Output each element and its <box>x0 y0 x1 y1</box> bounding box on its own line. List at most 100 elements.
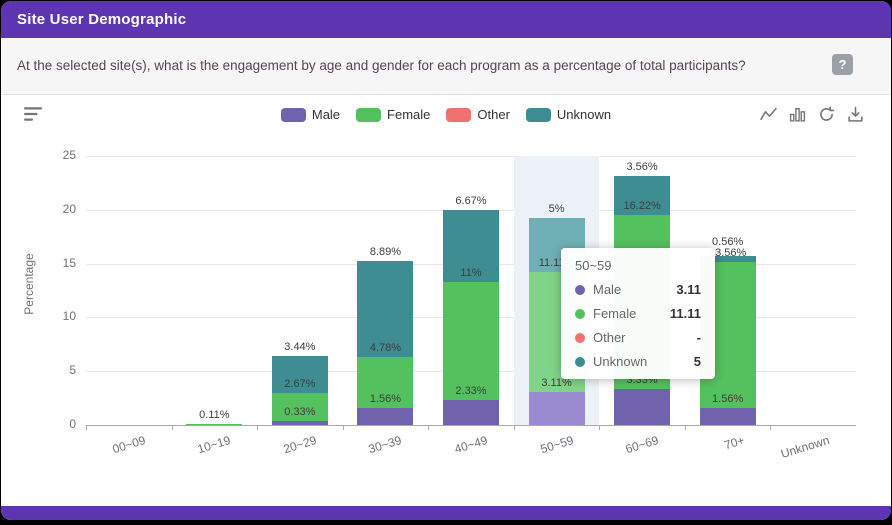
bar-label: 3.11% <box>541 376 572 389</box>
chart-area: Male Female Other Unknown <box>1 95 891 505</box>
question-text: At the selected site(s), what is the eng… <box>17 57 746 73</box>
y-tick-label: 15 <box>62 255 76 270</box>
legend-item-male[interactable]: Male <box>280 107 341 122</box>
bar-segment[interactable] <box>271 392 328 422</box>
legend-item-female[interactable]: Female <box>356 107 430 122</box>
bar-label: 2.33% <box>455 384 487 397</box>
legend-label: Male <box>311 107 341 122</box>
download-button[interactable] <box>845 104 865 124</box>
x-tick-label: 00~09 <box>110 433 147 457</box>
tooltip-row: Unknown 5 <box>575 354 701 369</box>
bar-label: 6.67% <box>455 194 487 207</box>
tooltip-series-value: 3.11 <box>676 282 701 297</box>
legend-item-unknown[interactable]: Unknown <box>525 107 612 122</box>
x-tick-label: 30~39 <box>367 433 404 457</box>
x-tick-mark <box>684 425 686 430</box>
x-tick-label: 60~69 <box>623 433 661 457</box>
bar-segment[interactable] <box>443 281 499 400</box>
x-tick-label: 50~59 <box>538 433 575 457</box>
x-tick-mark <box>86 425 87 430</box>
series-dot <box>575 308 585 319</box>
help-icon[interactable]: ? <box>832 54 853 75</box>
bar-label: 2.67% <box>284 377 316 390</box>
refresh-icon <box>819 105 834 121</box>
bar-segment[interactable] <box>357 408 414 425</box>
page-title: Site User Demographic <box>17 11 187 28</box>
bar-chart-button[interactable] <box>787 104 807 124</box>
y-tick-label: 5 <box>69 363 76 378</box>
bar-chart-icon <box>789 107 805 122</box>
bar-label: 13.56% <box>709 247 747 260</box>
bar-segment[interactable] <box>357 356 414 409</box>
bar-label: 8.89% <box>369 246 402 259</box>
bar-label: 4.78% <box>369 341 402 354</box>
bar-segment[interactable] <box>699 256 756 263</box>
gridline <box>86 156 856 157</box>
tooltip: 50~59 Male 3.11 Female 11.11 Other - Unknown 5 <box>561 248 715 379</box>
bar-segment[interactable] <box>271 421 328 425</box>
series-dot <box>575 332 585 343</box>
bar-label: 3.56% <box>626 161 658 174</box>
card-header: Site User Demographic <box>1 1 891 38</box>
x-tick-label: 40~49 <box>452 433 490 457</box>
refresh-button[interactable] <box>816 104 836 124</box>
tooltip-row: Female 11.11 <box>575 306 701 321</box>
x-tick-mark <box>428 425 430 430</box>
legend-swatch <box>446 107 472 122</box>
tooltip-series-name: Other <box>593 330 626 345</box>
bar-label: 1.56% <box>369 393 402 406</box>
menu-icon[interactable] <box>23 105 45 125</box>
tooltip-title: 50~59 <box>575 258 612 273</box>
legend-swatch <box>356 107 382 122</box>
series-dot <box>575 356 585 367</box>
bar-label: 5% <box>548 203 565 216</box>
legend: Male Female Other Unknown <box>1 107 891 122</box>
line-chart-button[interactable] <box>758 104 778 124</box>
bar-segment[interactable] <box>357 261 414 357</box>
x-tick-mark <box>171 425 173 430</box>
bar-label: 0.33% <box>284 406 316 419</box>
x-tick-mark <box>513 425 515 430</box>
bar-segment[interactable] <box>614 389 671 425</box>
question-bar: At the selected site(s), what is the eng… <box>1 38 891 95</box>
series-dot <box>575 284 585 295</box>
bar-segment[interactable] <box>614 176 671 215</box>
y-tick-label: 25 <box>62 148 76 162</box>
x-tick-label: Unknown <box>779 433 832 462</box>
tooltip-series-value: 5 <box>693 354 701 369</box>
bar-segment[interactable] <box>528 391 585 425</box>
sort-lines-icon <box>24 107 42 121</box>
legend-swatch <box>280 107 306 122</box>
x-tick-mark <box>342 425 344 430</box>
download-icon <box>847 106 863 122</box>
x-tick-label: 70+ <box>722 433 746 453</box>
bar-segment[interactable] <box>699 408 756 425</box>
x-tick-mark <box>599 425 601 430</box>
legend-label: Female <box>387 107 431 122</box>
legend-item-other[interactable]: Other <box>446 107 510 122</box>
bar-segment[interactable] <box>186 423 243 425</box>
x-tick-label: 10~19 <box>196 433 233 457</box>
chart-toolbox <box>758 104 865 124</box>
footer-bar <box>1 506 891 520</box>
bar-segment[interactable] <box>443 399 499 425</box>
bar-segment[interactable] <box>443 209 499 282</box>
bar-label: 3.44% <box>284 340 316 353</box>
legend-label: Unknown <box>556 107 612 122</box>
legend-label: Other <box>477 107 510 122</box>
tooltip-row: Male 3.11 <box>575 282 701 297</box>
bar-label: 1.56% <box>712 393 744 406</box>
x-tick-label: 20~29 <box>281 433 318 457</box>
tooltip-series-name: Female <box>593 306 637 321</box>
bar-segment[interactable] <box>271 355 328 393</box>
tooltip-series-value: 11.11 <box>669 306 701 321</box>
tooltip-series-value: - <box>696 330 701 345</box>
line-chart-icon <box>759 107 777 120</box>
y-tick-label: 0 <box>69 417 76 431</box>
y-tick-label: 10 <box>62 309 76 324</box>
y-tick-label: 20 <box>62 201 76 216</box>
tooltip-row: Other - <box>575 330 701 345</box>
legend-swatch <box>525 107 551 122</box>
